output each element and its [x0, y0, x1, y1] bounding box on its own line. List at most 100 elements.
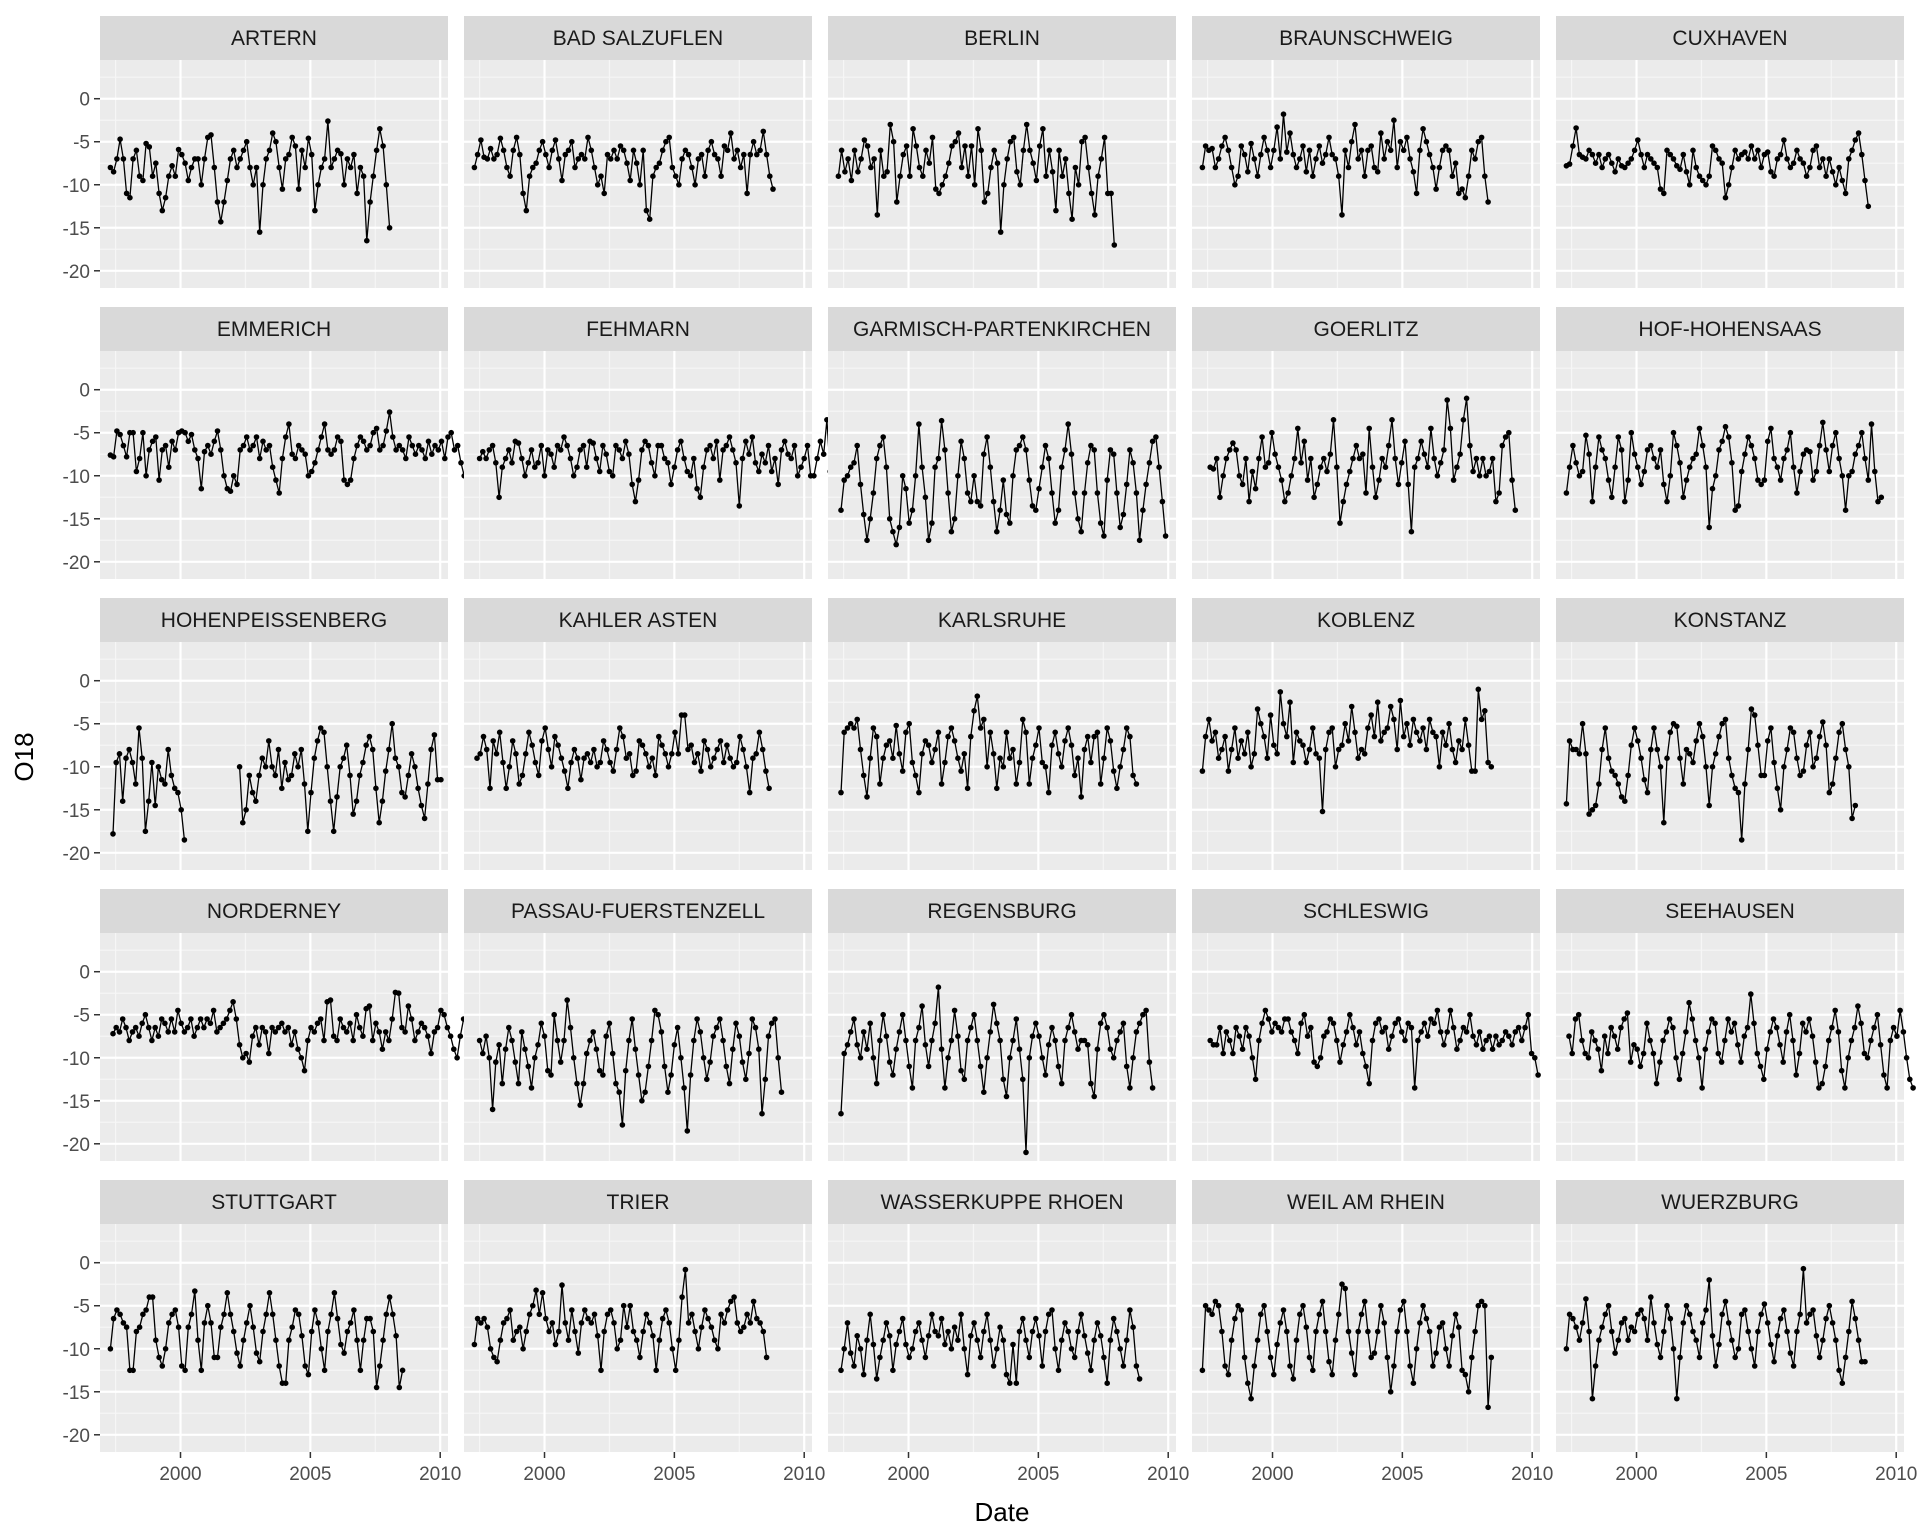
data-point: [626, 1037, 632, 1044]
facet-label: TRIER: [607, 1191, 670, 1214]
data-point: [256, 455, 263, 462]
y-tick-label: -20: [63, 262, 90, 283]
data-point: [1223, 455, 1230, 462]
data-point: [275, 1024, 282, 1031]
data-point: [932, 746, 938, 753]
facet-label: BAD SALZUFLEN: [553, 27, 723, 50]
data-point: [169, 438, 175, 445]
data-point: [559, 177, 565, 184]
data-point: [1589, 498, 1596, 505]
data-point: [1622, 1315, 1628, 1322]
data-point: [1332, 764, 1339, 770]
data-point: [179, 151, 185, 158]
data-point: [1358, 1311, 1365, 1318]
data-point: [1239, 1046, 1246, 1052]
data-point: [726, 1080, 733, 1087]
data-point: [483, 746, 490, 753]
data-point: [380, 143, 386, 149]
data-point: [149, 1294, 156, 1300]
x-tick-label: 2000: [1251, 1464, 1293, 1485]
facet-label: HOHENPEISSENBERG: [161, 609, 387, 632]
data-point: [1036, 1333, 1042, 1339]
data-point: [262, 764, 269, 770]
y-tick-label: 0: [79, 90, 90, 111]
data-point: [1725, 1320, 1732, 1326]
data-point: [584, 751, 591, 757]
data-point: [149, 438, 156, 445]
data-point: [630, 147, 637, 154]
data-point: [883, 1033, 890, 1039]
data-point: [804, 442, 811, 449]
data-point: [1088, 759, 1094, 766]
data-point: [218, 447, 224, 453]
data-point: [1738, 837, 1745, 843]
data-point: [1133, 781, 1140, 787]
data-point: [910, 126, 916, 132]
data-point: [720, 447, 726, 453]
data-point: [1252, 1076, 1259, 1083]
data-point: [552, 733, 558, 740]
data-point: [347, 1020, 353, 1027]
data-point: [1274, 124, 1280, 130]
plot-panel: [1192, 1224, 1540, 1452]
data-point: [868, 164, 874, 171]
plot-panel: [100, 933, 448, 1161]
data-point: [289, 1324, 296, 1330]
data-point: [555, 742, 561, 748]
data-point: [1528, 1050, 1535, 1057]
facet-strip: [1192, 598, 1540, 642]
data-point: [1699, 733, 1706, 740]
facet-label: ARTERN: [231, 27, 317, 50]
data-point: [886, 516, 893, 522]
data-point: [1431, 1020, 1437, 1027]
data-point: [1570, 442, 1576, 449]
data-point: [535, 460, 541, 466]
data-point: [1764, 438, 1771, 445]
data-point: [198, 182, 205, 188]
data-point: [622, 438, 629, 445]
data-point: [1084, 1042, 1091, 1048]
data-point: [1628, 742, 1635, 748]
data-point: [1398, 460, 1405, 466]
data-point: [741, 151, 747, 158]
data-point: [1599, 447, 1605, 453]
data-point: [1423, 138, 1430, 145]
data-point: [266, 738, 272, 744]
data-point: [1575, 1011, 1582, 1018]
data-point: [1849, 815, 1855, 822]
data-point: [974, 693, 981, 699]
data-point: [1275, 464, 1282, 471]
data-point: [543, 1315, 549, 1322]
data-point: [1418, 1029, 1424, 1035]
data-point: [551, 1011, 557, 1018]
data-point: [438, 438, 445, 445]
data-point: [1657, 764, 1664, 770]
data-point: [1033, 1020, 1039, 1027]
data-point: [1877, 1042, 1884, 1048]
data-point: [903, 1341, 909, 1348]
data-point: [321, 729, 327, 736]
facet-label: CUXHAVEN: [1672, 27, 1787, 50]
data-point: [1382, 464, 1389, 471]
data-point: [155, 1033, 162, 1039]
data-point: [922, 1354, 929, 1361]
data-point: [1098, 156, 1105, 162]
data-point: [1342, 147, 1348, 154]
data-point: [194, 1024, 201, 1031]
data-point: [1910, 1085, 1916, 1091]
data-point: [630, 772, 636, 779]
data-point: [1264, 147, 1271, 154]
data-point: [1372, 494, 1379, 501]
data-point: [132, 1024, 139, 1031]
data-point: [720, 759, 727, 766]
data-point: [1256, 455, 1262, 462]
data-point: [794, 473, 801, 479]
data-point: [1826, 156, 1833, 162]
data-point: [1248, 140, 1254, 147]
data-point: [1787, 725, 1794, 731]
data-point: [1838, 1067, 1845, 1074]
data-point: [955, 1337, 961, 1343]
data-point: [1081, 746, 1088, 753]
